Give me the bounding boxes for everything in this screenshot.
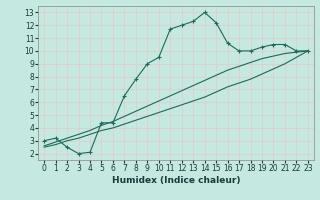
X-axis label: Humidex (Indice chaleur): Humidex (Indice chaleur) (112, 176, 240, 185)
